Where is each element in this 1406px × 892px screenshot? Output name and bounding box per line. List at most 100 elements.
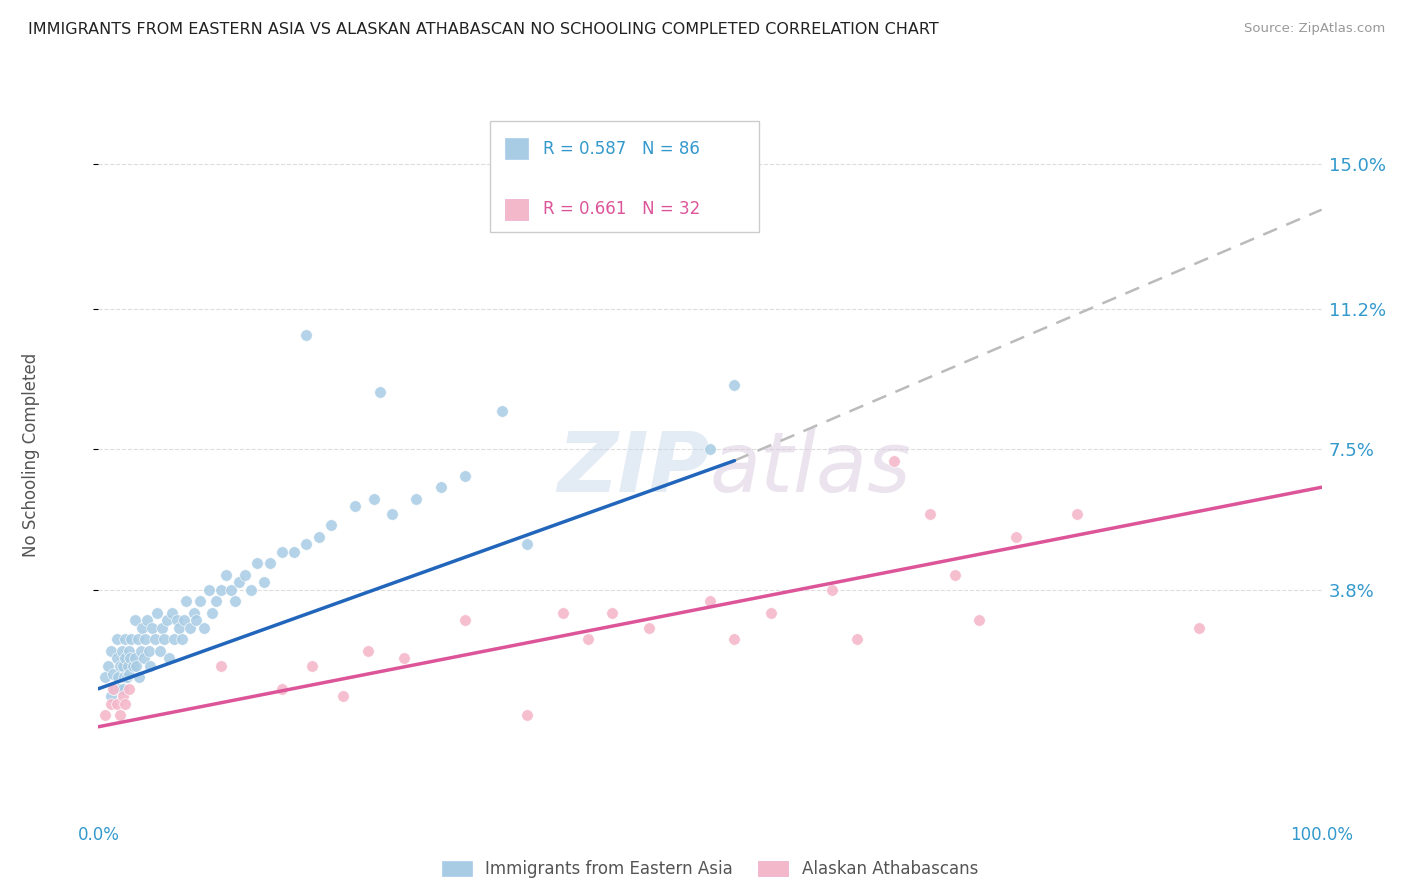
Point <box>201 606 224 620</box>
Point <box>105 697 128 711</box>
Point <box>943 567 966 582</box>
Text: R = 0.587   N = 86: R = 0.587 N = 86 <box>543 140 700 158</box>
Point <box>149 644 172 658</box>
Point <box>115 670 138 684</box>
Point <box>392 651 416 665</box>
Text: No Schooling Completed: No Schooling Completed <box>22 353 41 557</box>
Point <box>233 567 256 582</box>
Point <box>295 537 318 551</box>
Point <box>176 594 198 608</box>
Point <box>114 697 136 711</box>
Point <box>146 606 169 620</box>
Point <box>132 651 155 665</box>
Point <box>124 613 146 627</box>
Point <box>600 606 623 620</box>
Bar <box>505 138 529 159</box>
Point <box>576 632 599 647</box>
Point <box>845 632 868 647</box>
Point <box>129 644 152 658</box>
Point <box>209 582 232 597</box>
Point <box>405 491 427 506</box>
Point <box>228 575 250 590</box>
Point <box>100 690 122 704</box>
Point <box>368 385 391 400</box>
Point <box>308 530 330 544</box>
Point <box>1066 507 1088 521</box>
Point <box>143 632 166 647</box>
Text: Source: ZipAtlas.com: Source: ZipAtlas.com <box>1244 22 1385 36</box>
Point <box>139 659 162 673</box>
Point <box>1188 621 1211 635</box>
Point <box>100 697 122 711</box>
Point <box>301 659 323 673</box>
Point <box>124 651 146 665</box>
Point <box>246 556 269 570</box>
Point <box>112 670 135 684</box>
Point <box>515 708 537 723</box>
Text: R = 0.661   N = 32: R = 0.661 N = 32 <box>543 201 700 219</box>
Bar <box>505 199 529 219</box>
Point <box>101 681 124 696</box>
Point <box>100 644 122 658</box>
Point <box>1004 530 1026 544</box>
Point <box>183 606 205 620</box>
Point <box>454 468 477 483</box>
Point <box>131 621 153 635</box>
Point <box>138 644 160 658</box>
Point <box>111 644 134 658</box>
Point <box>173 613 195 627</box>
Point <box>723 377 745 392</box>
Point <box>219 582 242 597</box>
Point <box>107 670 129 684</box>
Point <box>270 681 294 696</box>
Point <box>153 632 176 647</box>
Point <box>105 651 128 665</box>
Point <box>127 632 149 647</box>
Point <box>111 690 134 704</box>
Point <box>430 480 453 494</box>
Point <box>103 681 125 696</box>
Point <box>699 442 721 457</box>
Text: 100.0%: 100.0% <box>1291 826 1353 844</box>
Point <box>93 708 115 723</box>
Point <box>114 651 136 665</box>
Point <box>105 632 128 647</box>
Point <box>118 681 141 696</box>
Point <box>120 651 142 665</box>
Text: 0.0%: 0.0% <box>77 826 120 844</box>
Point <box>259 556 281 570</box>
Point <box>821 582 844 597</box>
Point <box>128 670 150 684</box>
Point <box>761 606 783 620</box>
Point <box>920 507 942 521</box>
Point <box>638 621 661 635</box>
Point <box>240 582 263 597</box>
Point <box>699 594 721 608</box>
Point <box>295 328 318 343</box>
Point <box>166 613 188 627</box>
Point <box>883 453 905 467</box>
Point <box>110 659 132 673</box>
Point <box>553 606 575 620</box>
Point <box>283 545 305 559</box>
Point <box>108 681 131 696</box>
Point <box>381 507 404 521</box>
Point <box>150 621 173 635</box>
Point <box>270 545 294 559</box>
Point <box>160 606 183 620</box>
Point <box>111 659 134 673</box>
Point <box>209 659 232 673</box>
Point <box>491 404 513 418</box>
Point <box>117 659 139 673</box>
Point <box>136 613 159 627</box>
Point <box>197 582 219 597</box>
Point <box>205 594 228 608</box>
Point <box>515 537 537 551</box>
Point <box>252 575 274 590</box>
Text: atlas: atlas <box>710 428 911 509</box>
Text: ZIP: ZIP <box>557 428 710 509</box>
Point <box>118 666 141 681</box>
Point <box>967 613 990 627</box>
Point <box>101 666 124 681</box>
Point <box>167 621 190 635</box>
